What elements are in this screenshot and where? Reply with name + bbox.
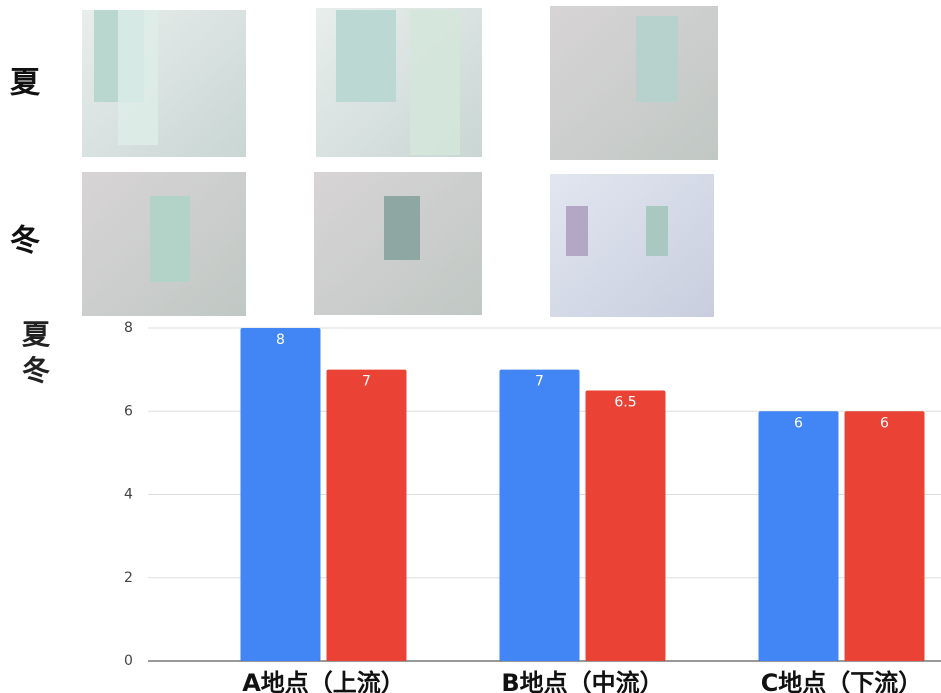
value-label: 6 xyxy=(794,415,803,431)
bar xyxy=(500,370,580,661)
photos xyxy=(82,6,718,317)
bar xyxy=(586,390,666,661)
photo-tube xyxy=(118,10,158,145)
value-label: 7 xyxy=(535,374,544,390)
value-label: 6 xyxy=(880,415,889,431)
value-label: 7 xyxy=(362,374,371,390)
row-label: 冬 xyxy=(10,224,40,259)
y-tick-label: 2 xyxy=(124,570,133,586)
x-tick-label: A地点（上流） xyxy=(242,669,405,693)
bar xyxy=(845,411,925,661)
photo-strip xyxy=(150,196,190,282)
legend-label: 冬 xyxy=(22,354,50,387)
legend-label: 夏 xyxy=(22,318,51,351)
row-label: 夏 xyxy=(10,66,41,101)
photo xyxy=(550,6,718,160)
photo-tube xyxy=(410,10,460,155)
photo-strip xyxy=(384,196,420,260)
photo-strip xyxy=(336,10,396,102)
bar xyxy=(759,411,839,661)
value-label: 8 xyxy=(276,332,285,348)
photo-strip xyxy=(566,206,588,256)
photo-strip xyxy=(646,206,668,256)
x-tick-label: C地点（下流） xyxy=(761,669,923,693)
value-label: 6.5 xyxy=(614,394,636,410)
bar xyxy=(241,328,321,661)
page: 夏 冬 02468夏冬A地点（上流）87B地点（中流）76.5C地点（下流）66 xyxy=(0,0,941,693)
bar xyxy=(327,370,407,661)
y-tick-label: 6 xyxy=(124,403,133,419)
y-tick-label: 8 xyxy=(124,320,133,336)
y-tick-label: 0 xyxy=(124,653,133,669)
y-tick-label: 4 xyxy=(124,487,133,503)
photo-strip xyxy=(636,16,678,102)
x-tick-label: B地点（中流） xyxy=(501,669,663,693)
